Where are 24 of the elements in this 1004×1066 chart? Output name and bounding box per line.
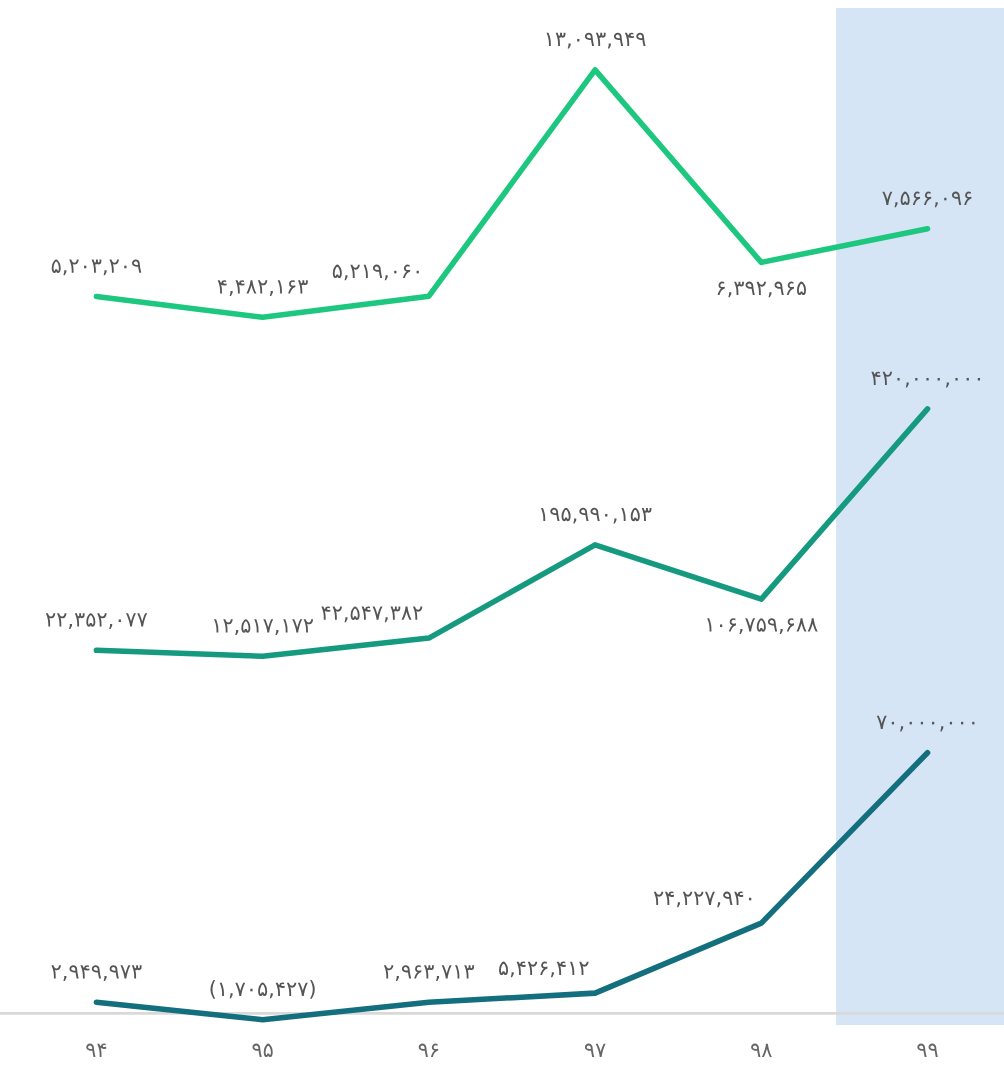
x-tick-label: ۹۸ [751,1043,772,1057]
data-label: ۵,۲۰۳,۲۰۹ [51,259,142,276]
x-tick-label: ۹۴ [86,1043,107,1057]
data-label: ۴۲۰,۰۰۰,۰۰۰ [871,371,981,388]
data-label: ۴,۴۸۲,۱۶۳ [217,280,308,296]
data-label: ۱۲,۵۱۷,۱۷۲ [214,619,314,635]
data-label: ۱۳,۰۹۳,۹۴۹ [546,32,646,49]
data-label: ۲,۹۶۳,۷۱۳ [383,965,475,981]
data-label: ۲۲,۳۵۲,۰۷۷ [45,613,148,629]
x-tick-label: ۹۷ [584,1043,606,1057]
data-label: ۱۰۶,۷۵۹,۶۸۸ [707,618,818,634]
data-label: ۵,۲۱۹,۰۶۰ [332,264,419,281]
data-label: ۷,۵۶۶,۰۹۶ [882,191,972,208]
data-label: ۶,۳۹۲,۹۶۵ [717,281,807,298]
data-label: ۲,۹۴۹,۹۷۳ [51,965,142,981]
x-tick-label: ۹۵ [252,1043,273,1058]
x-tick-label: ۹۶ [418,1043,439,1057]
data-label: ۴۲,۵۴۷,۳۸۲ [321,606,423,623]
data-label: ۱۹۵,۹۹۰,۱۵۳ [540,507,652,524]
data-label: ۵,۴۲۶,۴۱۲ [499,961,589,978]
data-label: (۱,۷۰۵,۴۲۷) [210,980,315,999]
data-label: ۲۴,۲۲۷,۹۴۰ [653,891,752,908]
data-label: ۷۰,۰۰۰,۰۰۰ [876,715,975,732]
x-tick-label: ۹۹ [917,1043,938,1057]
